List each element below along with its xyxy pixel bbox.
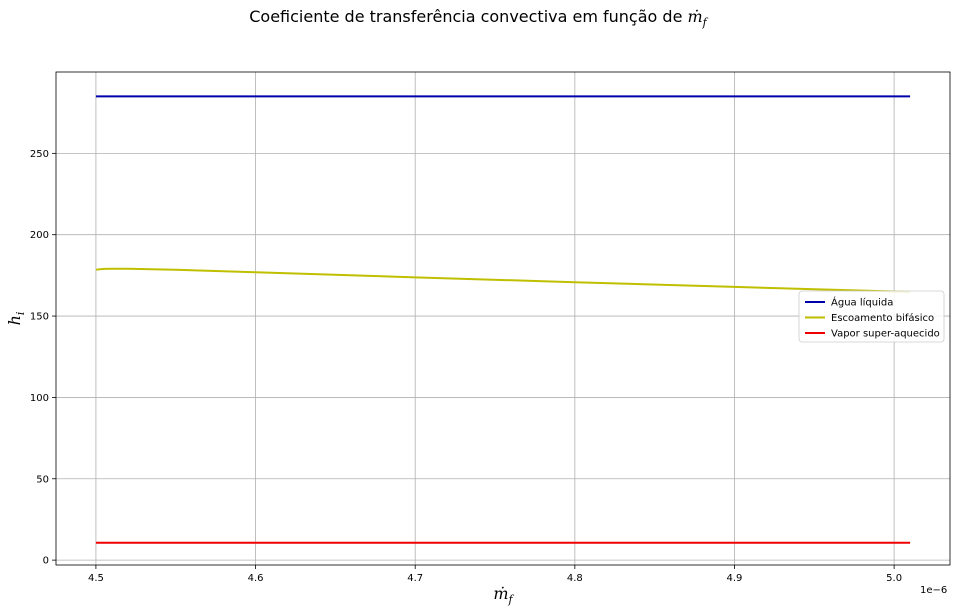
series-layer	[95, 95, 911, 544]
legend: Água líquida Escoamento bifásico Vapor sup…	[798, 290, 945, 343]
chart-title: Coeficiente de transferência convectiva …	[249, 7, 708, 29]
y-tick-label: 200	[30, 230, 49, 241]
x-tick-label: 4.6	[248, 573, 264, 584]
legend-entry: Escoamento bifásico	[831, 312, 934, 324]
y-tick-label: 0	[43, 556, 49, 567]
y-axis: 0 50 100 150 200 250	[30, 149, 56, 567]
x-tick-label: 4.5	[88, 573, 104, 584]
legend-box	[798, 290, 945, 343]
x-tick-label: 4.7	[407, 573, 423, 584]
y-tick-label: 250	[30, 149, 49, 160]
y-tick-label: 100	[30, 393, 49, 404]
x-tick-label: 5.0	[886, 573, 902, 584]
y-axis-label: hi	[5, 312, 27, 326]
x-offset-label: 1e−6	[920, 585, 947, 596]
x-tick-label: 4.9	[727, 573, 743, 584]
x-axis-label: ṁf	[493, 584, 514, 606]
legend-entry: Vapor super-aquecido	[831, 329, 940, 340]
legend-entry: Água líquida	[831, 296, 893, 309]
x-axis: 4.5 4.6 4.7 4.8 4.9 5.0	[88, 565, 902, 584]
y-tick-label: 150	[30, 312, 49, 323]
y-tick-label: 50	[36, 474, 49, 485]
x-tick-label: 4.8	[567, 573, 583, 584]
series-line	[95, 267, 911, 293]
plot-frame	[55, 71, 951, 566]
